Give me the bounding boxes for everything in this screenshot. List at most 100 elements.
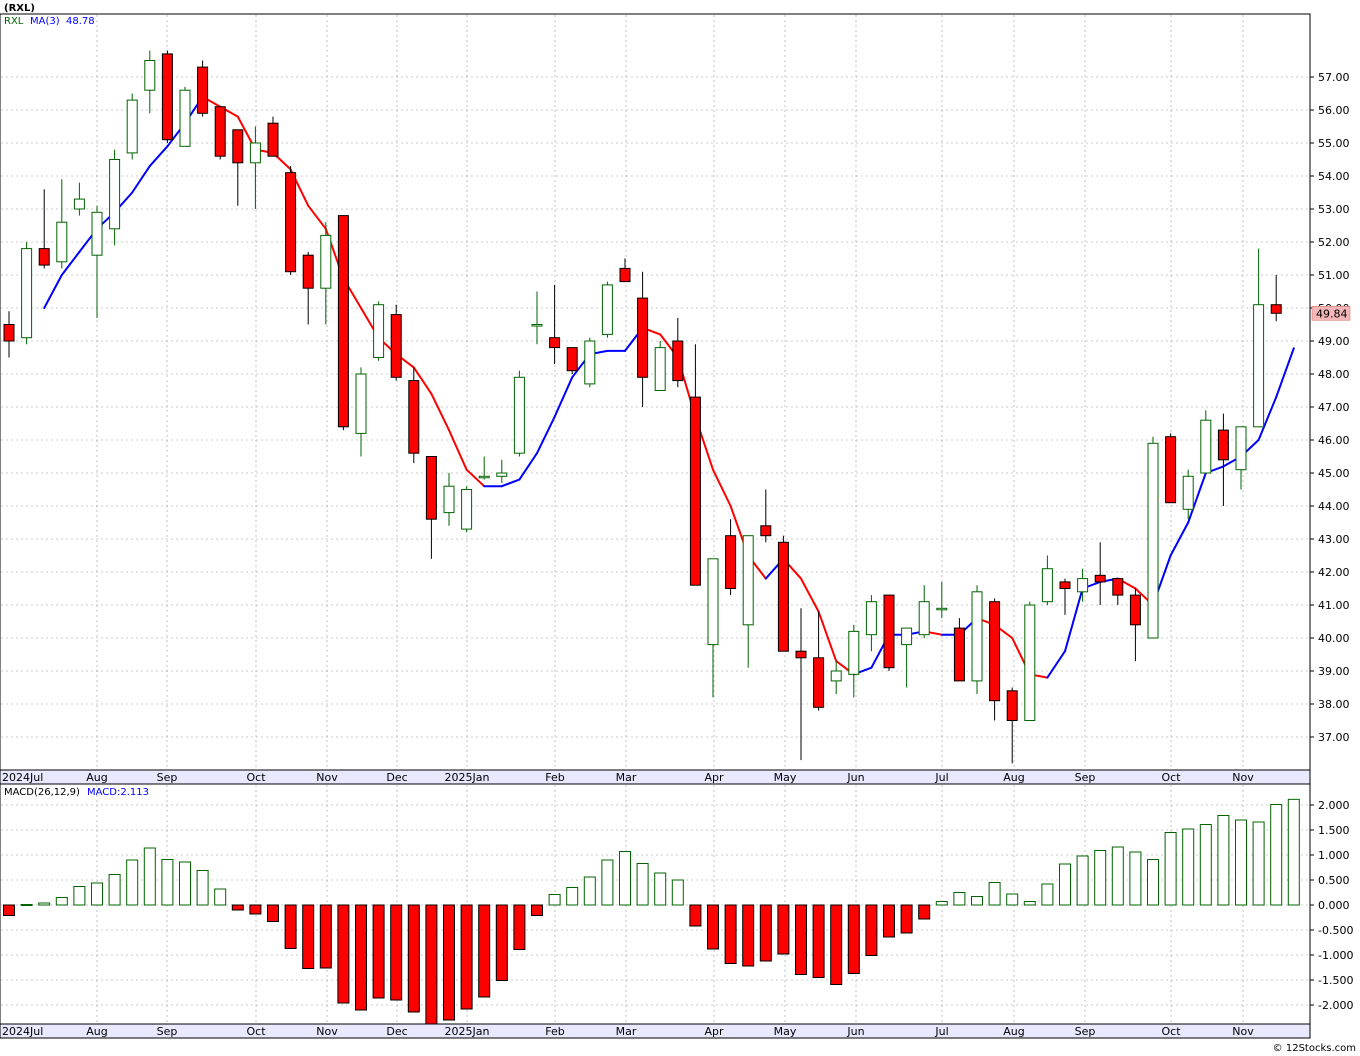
candle <box>355 367 367 457</box>
macd-bar <box>759 904 772 962</box>
candle <box>478 456 490 480</box>
candle <box>1059 578 1071 615</box>
candle <box>197 60 209 117</box>
x-month-label-top: Aug <box>1003 771 1024 784</box>
candle-body <box>918 601 930 636</box>
candle-body <box>1270 304 1282 314</box>
price-y-tick-label: 42.00 <box>1318 566 1350 579</box>
candle <box>1217 413 1229 506</box>
price-y-tick-label: 45.00 <box>1318 467 1350 480</box>
macd-bar <box>812 904 825 978</box>
macd-y-tick-label: 1.000 <box>1318 849 1350 862</box>
candle <box>760 489 772 543</box>
price-y-tick-label: 49.00 <box>1318 335 1350 348</box>
macd-legend-label: MACD(26,12,9) <box>4 787 80 798</box>
macd-bar <box>671 879 684 906</box>
macd-bar <box>1182 828 1195 906</box>
candle <box>1270 275 1282 322</box>
macd-bar <box>108 874 121 906</box>
candle-body <box>443 485 455 514</box>
candle <box>21 242 33 345</box>
candle <box>777 535 789 652</box>
x-month-label-top: Apr <box>704 771 724 784</box>
candle-body <box>408 380 420 454</box>
macd-bar <box>55 897 68 906</box>
chart-title: (RXL) <box>4 3 35 14</box>
macd-bar <box>566 887 579 906</box>
macd-y-tick-label: 2.000 <box>1318 799 1350 812</box>
price-y-tick-label: 40.00 <box>1318 632 1350 645</box>
macd-bar <box>231 904 244 911</box>
x-month-label-bottom: Aug <box>1003 1025 1024 1038</box>
candle-body <box>742 535 754 626</box>
candle-body <box>760 525 772 537</box>
candle-body <box>337 215 349 428</box>
candle <box>38 189 50 269</box>
candle <box>918 585 930 638</box>
x-month-label-top: Jun <box>846 771 864 784</box>
ma-segment <box>817 610 838 663</box>
price-y-tick-label: 44.00 <box>1318 500 1350 513</box>
candle <box>566 347 578 374</box>
x-month-label-bottom: Jul <box>934 1025 948 1038</box>
candle <box>1253 248 1265 428</box>
price-grid <box>1 15 1310 770</box>
price-y-tick-label: 47.00 <box>1318 401 1350 414</box>
candle-body <box>355 373 367 434</box>
macd-bar <box>900 904 913 934</box>
macd-bar <box>724 904 737 964</box>
candle <box>1112 578 1124 605</box>
macd-bar <box>443 904 455 1021</box>
candle-body <box>901 627 913 646</box>
legend-ma-value: 48.78 <box>66 16 95 27</box>
candle <box>461 486 473 533</box>
price-y-tick-label: 51.00 <box>1318 269 1350 282</box>
ma-segment <box>553 376 574 418</box>
candle-body <box>936 607 948 611</box>
macd-bar <box>971 896 983 906</box>
x-month-label-bottom: Feb <box>545 1025 564 1038</box>
ma-segment <box>60 250 81 276</box>
candle-body <box>601 284 613 335</box>
x-month-label-bottom: Mar <box>616 1025 637 1038</box>
ma-segment <box>148 145 169 168</box>
macd-bar <box>284 904 297 949</box>
macd-y-tick-label: 1.500 <box>1318 824 1350 837</box>
x-month-label-bottom: Apr <box>704 1025 724 1038</box>
candle <box>1041 555 1053 605</box>
candle-body <box>461 489 473 530</box>
price-y-tick-label: 52.00 <box>1318 236 1350 249</box>
x-month-label-top: May <box>774 771 797 784</box>
macd-bar <box>355 904 367 1011</box>
macd-bar <box>513 904 526 950</box>
candle-body <box>549 337 561 349</box>
ma-segment <box>448 429 468 471</box>
candle <box>637 271 649 407</box>
macd-grid <box>1 785 1310 1024</box>
candle-body <box>56 221 68 263</box>
price-y-tick-label: 46.00 <box>1318 434 1350 447</box>
price-y-tick-label: 53.00 <box>1318 203 1350 216</box>
macd-bar <box>1023 901 1036 906</box>
macd-y-tick-label: -0.500 <box>1318 924 1353 937</box>
candle-body <box>249 142 261 164</box>
x-month-label-bottom: Sep <box>1075 1025 1096 1038</box>
x-month-label-top: Mar <box>616 771 637 784</box>
candle <box>1200 410 1212 474</box>
candle-body <box>1235 426 1247 471</box>
candle-body <box>478 475 490 479</box>
x-month-label-top: Sep <box>157 771 178 784</box>
macd-bar <box>1235 819 1247 906</box>
candle <box>425 456 437 559</box>
ma-segment <box>536 415 556 455</box>
candle-body <box>777 541 789 652</box>
candle-body <box>584 340 596 385</box>
candle <box>179 86 191 147</box>
candle-body <box>1165 436 1177 504</box>
candle-body <box>373 304 385 359</box>
macd-bar <box>1164 832 1177 906</box>
candle <box>689 344 701 586</box>
price-y-tick-label: 57.00 <box>1318 71 1350 84</box>
legend-symbol: RXL <box>4 16 24 27</box>
x-month-label-top: Oct <box>1161 771 1181 784</box>
